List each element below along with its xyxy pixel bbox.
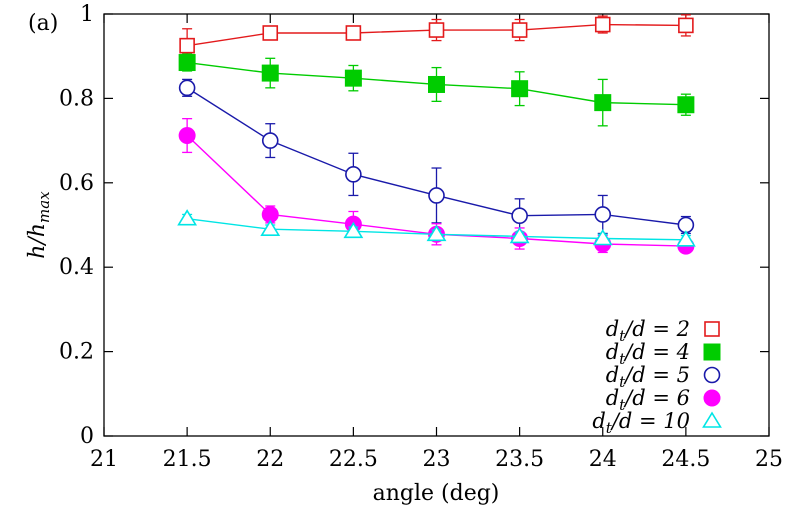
series-2 [178,53,695,127]
data-point [179,37,195,54]
y-tick-label: 0.8 [59,86,94,111]
x-tick-label: 22 [256,447,284,472]
x-tick-label: 21 [90,447,118,472]
data-point [428,22,445,38]
series-1 [179,14,694,64]
data-point [594,16,611,33]
data-point [594,206,612,223]
y-tick-label: 0.2 [59,340,94,365]
x-axis-label: angle (deg) [373,481,500,506]
legend-marker [703,343,721,361]
series-layer [177,14,696,255]
y-axis-label: h/hmax [25,191,53,259]
data-point [343,221,364,239]
panel-label: (a) [28,11,58,36]
y-tick-label: 0 [80,424,94,449]
data-point [677,96,695,114]
data-point [345,25,362,41]
data-point [178,54,196,72]
legend-label: dt/d = 5 [606,363,690,391]
legend: dt/d = 2dt/d = 4dt/d = 5dt/d = 6dt/d = 1… [592,317,722,437]
data-point [262,25,279,41]
x-tick-label: 23 [423,447,451,472]
data-point [344,69,362,87]
data-point [261,64,279,82]
data-point [260,219,281,237]
data-point [177,209,198,226]
data-point [509,226,530,244]
x-tick-label: 24 [589,447,617,472]
series-5 [177,209,696,247]
legend-marker [702,411,722,428]
x-tick-label: 21.5 [163,447,212,472]
series-3 [178,78,695,235]
legend-marker [703,366,721,384]
x-tick-label: 23.5 [495,447,544,472]
x-tick-label: 22.5 [329,447,378,472]
tick-labels: 21 21.5 22 22.5 23 23.5 24 24.5 25 0 0.2 0.4 0.6 0.8 1 [59,2,783,472]
x-tick-label: 24.5 [661,447,710,472]
y-axis-label-sub: max [35,191,53,223]
legend-marker [703,389,721,407]
data-point [178,79,196,97]
y-tick-label: 0.6 [59,171,94,196]
data-point [592,228,613,246]
data-point [426,224,447,242]
data-point [345,166,362,183]
data-point [511,22,528,38]
legend-marker [704,321,720,337]
legend-label: dt/d = 4 [606,340,690,368]
data-point [675,230,696,247]
data-point [511,207,528,225]
data-point [428,75,445,93]
data-point [594,94,612,112]
legend-label: dt/d = 2 [606,317,690,345]
y-tick-label: 0.4 [59,255,94,280]
data-point [511,80,529,98]
data-point [261,132,279,149]
legend-label: dt/d = 10 [592,409,690,437]
y-tick-label: 1 [80,2,94,27]
legend-label: dt/d = 6 [606,386,690,414]
y-axis-label-main: h/h [25,223,50,259]
data-point [178,127,196,145]
x-tick-label: 25 [755,447,783,472]
data-point [428,187,445,204]
data-point [678,17,694,34]
